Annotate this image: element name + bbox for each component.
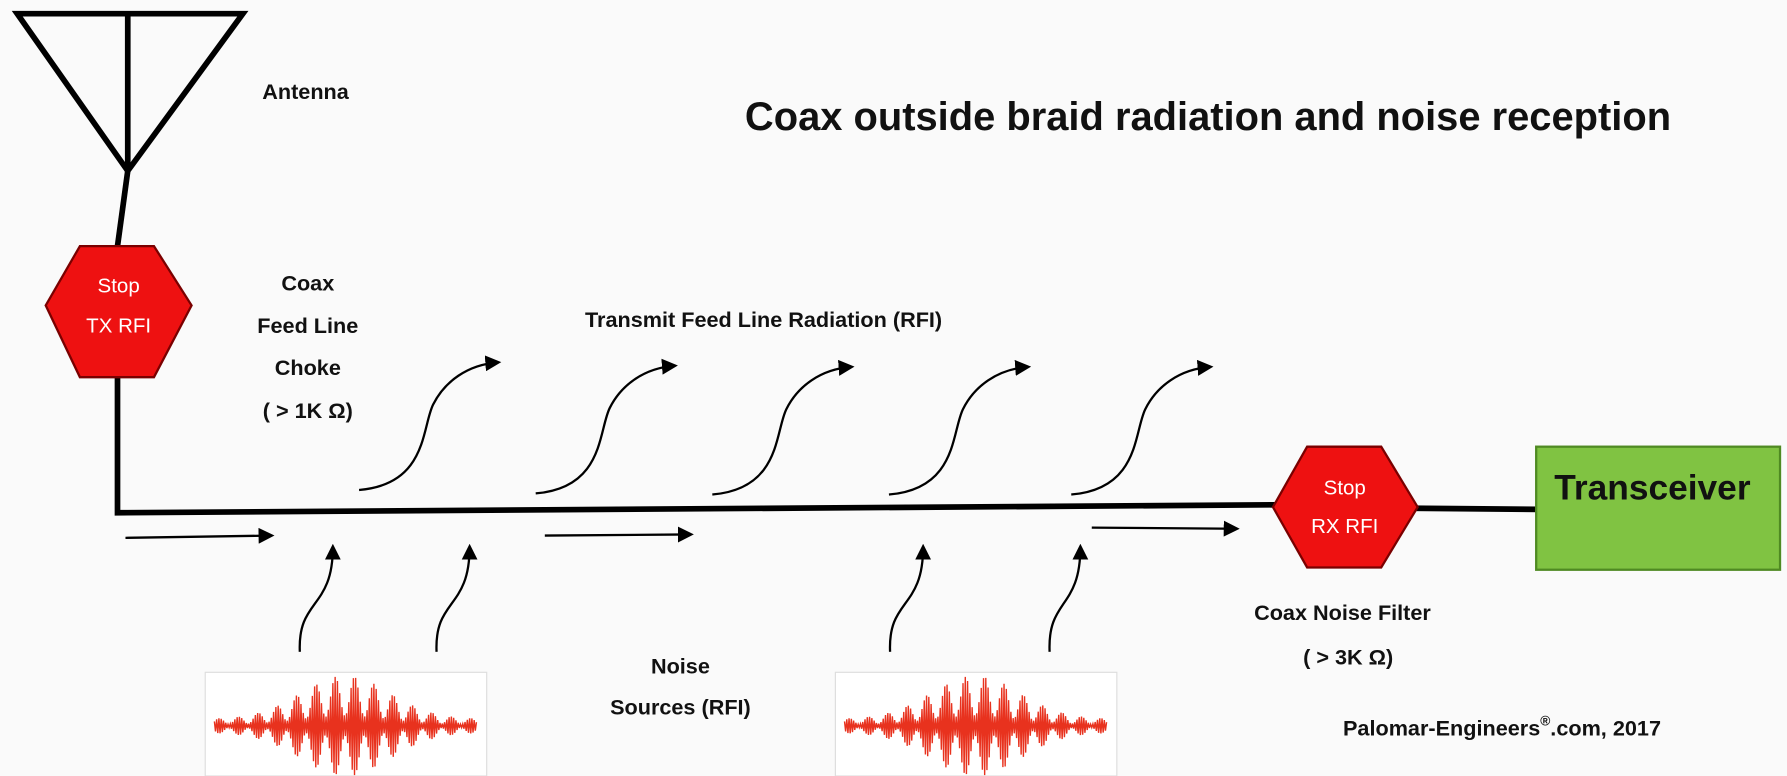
transceiver-label: Transceiver bbox=[1554, 468, 1751, 507]
sign-text: Stop bbox=[98, 275, 140, 298]
choke-label: Feed Line bbox=[257, 313, 358, 338]
sign-text: RX RFI bbox=[1311, 515, 1378, 538]
radiation-arrow bbox=[358, 355, 502, 492]
radiation-arrow bbox=[1071, 359, 1214, 496]
radiation-arrow bbox=[535, 358, 678, 495]
feed-line bbox=[114, 376, 1277, 516]
current-arrow bbox=[125, 527, 275, 544]
noise-wave bbox=[213, 676, 478, 776]
credit-text: .com, 2017 bbox=[1550, 715, 1661, 740]
title: Coax outside braid radiation and noise r… bbox=[745, 95, 1671, 139]
rx-filter-sign bbox=[1271, 445, 1420, 569]
choke-label: ( > 1K Ω) bbox=[263, 398, 353, 423]
noise-arrow bbox=[298, 543, 341, 652]
current-arrow bbox=[544, 526, 694, 543]
antenna-label: Antenna bbox=[262, 79, 350, 104]
credit-text: ® bbox=[1540, 713, 1550, 728]
credit-text: Palomar-Engineers bbox=[1343, 715, 1540, 740]
tx-choke-sign bbox=[44, 244, 193, 379]
current-arrow bbox=[1091, 520, 1240, 537]
choke-label: Coax bbox=[281, 271, 334, 296]
credit: Palomar-Engineers®.com, 2017 bbox=[1343, 713, 1661, 740]
transceiver-box bbox=[1535, 445, 1782, 571]
noise-wave bbox=[843, 676, 1108, 776]
filter-label: ( > 3K Ω) bbox=[1303, 644, 1393, 669]
sign-text: Stop bbox=[1324, 476, 1366, 499]
sign-text: TX RFI bbox=[86, 314, 151, 337]
noise-arrow bbox=[435, 543, 478, 652]
noise-arrow bbox=[1048, 543, 1089, 652]
antenna bbox=[11, 10, 249, 247]
feed-line bbox=[1413, 505, 1539, 513]
radiation-arrow bbox=[712, 359, 855, 496]
radiation-label: Transmit Feed Line Radiation (RFI) bbox=[585, 307, 942, 332]
filter-label: Coax Noise Filter bbox=[1254, 600, 1431, 625]
noise-arrow bbox=[888, 543, 932, 652]
noise-label: Noise bbox=[651, 653, 710, 678]
choke-label: Choke bbox=[275, 355, 341, 380]
radiation-arrow bbox=[888, 359, 1032, 496]
noise-label: Sources (RFI) bbox=[610, 694, 751, 719]
